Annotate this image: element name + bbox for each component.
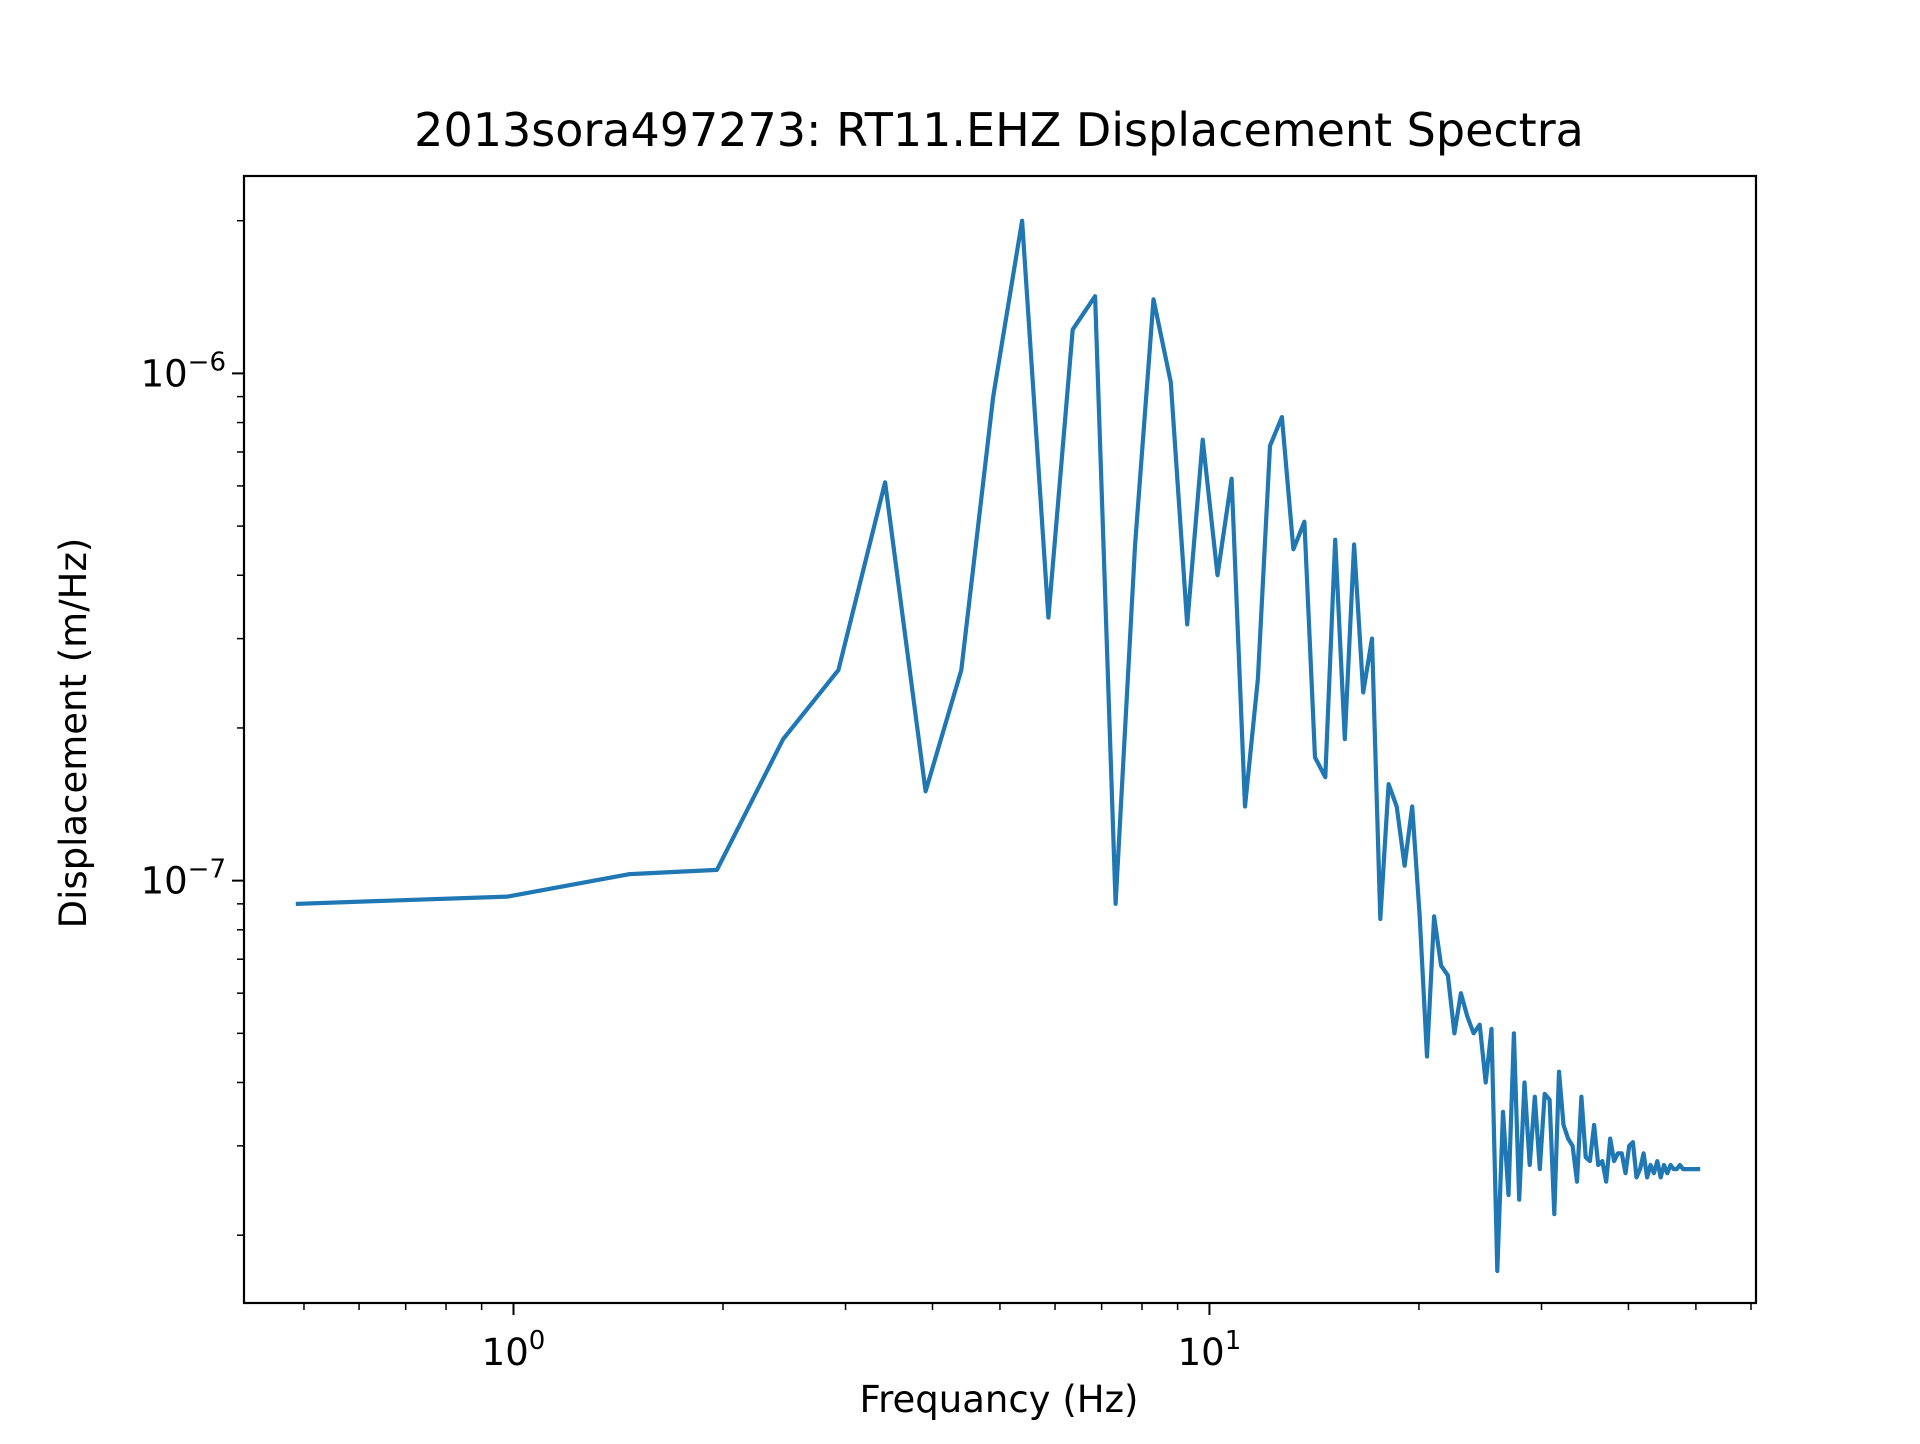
- plot-area: 100 101 10−7 10−6: [141, 174, 1758, 1374]
- y-axis-label: Displacement (m/Hz): [52, 538, 95, 929]
- x-axis-ticks: 100 101: [303, 1303, 1752, 1374]
- x-tick-label: 100: [482, 1326, 546, 1374]
- chart-title: 2013sora497273: RT11.EHZ Displacement Sp…: [414, 103, 1584, 157]
- series-line: [295, 218, 1701, 1274]
- y-axis-ticks: 10−7 10−6: [141, 219, 244, 1236]
- series-layer: [295, 218, 1701, 1274]
- x-tick-label: 101: [1178, 1326, 1242, 1374]
- x-axis-label: Frequancy (Hz): [860, 1378, 1139, 1421]
- y-tick-label: 10−6: [141, 347, 226, 395]
- y-tick-label: 10−7: [141, 855, 226, 903]
